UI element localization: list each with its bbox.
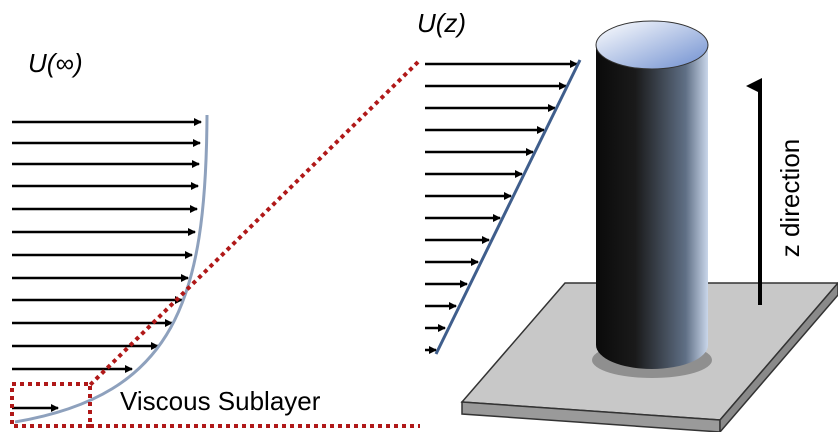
left-arrows (12, 118, 202, 412)
platform-front (461, 401, 721, 432)
z-direction-label: z direction (775, 139, 805, 258)
mid-arrows (425, 60, 578, 354)
velocity-profile (14, 114, 209, 424)
cylinder-top (595, 20, 709, 70)
linear-profile (434, 59, 582, 355)
u-z-label: U(z) (417, 8, 466, 38)
cylinder-body (596, 45, 708, 369)
zoom-lines (10, 60, 420, 428)
u-inf-label: U(∞) (28, 48, 83, 78)
viscous-sublayer-label: Viscous Sublayer (120, 386, 321, 416)
platform-side (719, 281, 838, 432)
